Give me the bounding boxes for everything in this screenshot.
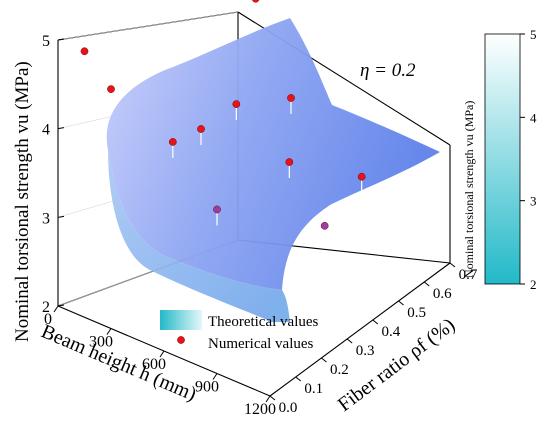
y-tick-label: 0.1	[304, 381, 323, 397]
y-tick	[269, 395, 276, 401]
legend-point-label: Numerical values	[208, 336, 314, 352]
surface-front-drop	[268, 290, 290, 322]
surface-lower-sheet	[108, 150, 282, 320]
y-tick	[423, 281, 430, 287]
y-tick-label: 0.7	[459, 267, 478, 283]
x-tick	[106, 328, 112, 335]
colorbar: 2 3 4 5 Nominal torsional strength vu (MPa)	[462, 27, 537, 292]
x-tick-label: 1200	[244, 401, 276, 418]
z-tick	[57, 38, 65, 41]
numerical-point	[285, 158, 294, 166]
colorbar-gradient	[484, 33, 521, 285]
z-tick	[57, 304, 65, 307]
colorbar-tick-label: 4	[530, 110, 537, 125]
x-tick-label: 300	[89, 334, 113, 351]
legend-surface-swatch	[160, 310, 202, 330]
numerical-point	[287, 94, 295, 102]
box-edge	[269, 262, 451, 397]
z-axis-title: Nominal torsional strength vu (MPa)	[12, 61, 33, 342]
y-tick-label: 0.5	[407, 305, 426, 321]
y-tick-label: 0.0	[279, 400, 298, 416]
x-tick-label: 900	[195, 379, 219, 396]
z-tick-label: 2	[42, 299, 50, 316]
y-tick-label: 0.4	[381, 324, 400, 340]
numerical-point	[80, 47, 89, 56]
x-tick	[265, 395, 271, 403]
legend-surface-label: Theoretical values	[208, 314, 319, 330]
y-tick-label: 0.3	[356, 343, 375, 359]
colorbar-ticks: 2 3 4 5	[520, 27, 537, 292]
y-tick	[372, 319, 379, 325]
y-tick-label: 0.2	[330, 362, 349, 378]
x-tick	[53, 305, 59, 313]
y-tick	[295, 376, 302, 382]
y-tick	[321, 357, 327, 363]
colorbar-tick-label: 5	[530, 27, 537, 42]
legend: Theoretical values Numerical values	[160, 310, 319, 352]
numerical-point	[320, 221, 329, 230]
numerical-point	[232, 100, 241, 108]
numerical-point	[357, 172, 366, 181]
legend-point-marker	[177, 336, 185, 344]
z-tick-label: 5	[42, 33, 50, 50]
numerical-points	[80, 0, 366, 242]
numerical-point	[107, 85, 115, 93]
tick-labels: 2 3 4 5 0 300 600 900 1200 0.0 0.1 0.2 0.3 0.4 0.5 0.6 0…	[42, 33, 478, 418]
x-tick-label: 0	[44, 311, 52, 328]
x-tick	[212, 373, 218, 380]
z-tick-label: 3	[42, 210, 50, 227]
x-tick-label: 600	[142, 356, 166, 373]
colorbar-title: Nominal torsional strength vu (MPa)	[462, 101, 476, 278]
y-tick-label: 0.6	[433, 286, 452, 302]
numerical-point	[168, 138, 177, 146]
z-grid-line	[57, 11, 239, 41]
z-tick	[57, 215, 65, 218]
numerical-point	[213, 205, 221, 214]
eta-annotation: η = 0.2	[360, 60, 416, 81]
x-axis-title: Beam height h (mm)	[38, 320, 199, 405]
colorbar-tick-label: 3	[530, 194, 537, 209]
y-tick	[449, 262, 456, 268]
theoretical-surface	[106, 18, 441, 322]
x-tick	[159, 350, 165, 358]
y-tick	[346, 338, 353, 344]
numerical-point	[252, 0, 260, 3]
colorbar-tick-label: 2	[530, 277, 537, 292]
numerical-point	[197, 125, 205, 133]
z-tick	[57, 127, 65, 130]
y-tick	[398, 300, 404, 306]
z-tick-label: 4	[42, 122, 50, 139]
surface-upper-sheet	[106, 18, 441, 290]
